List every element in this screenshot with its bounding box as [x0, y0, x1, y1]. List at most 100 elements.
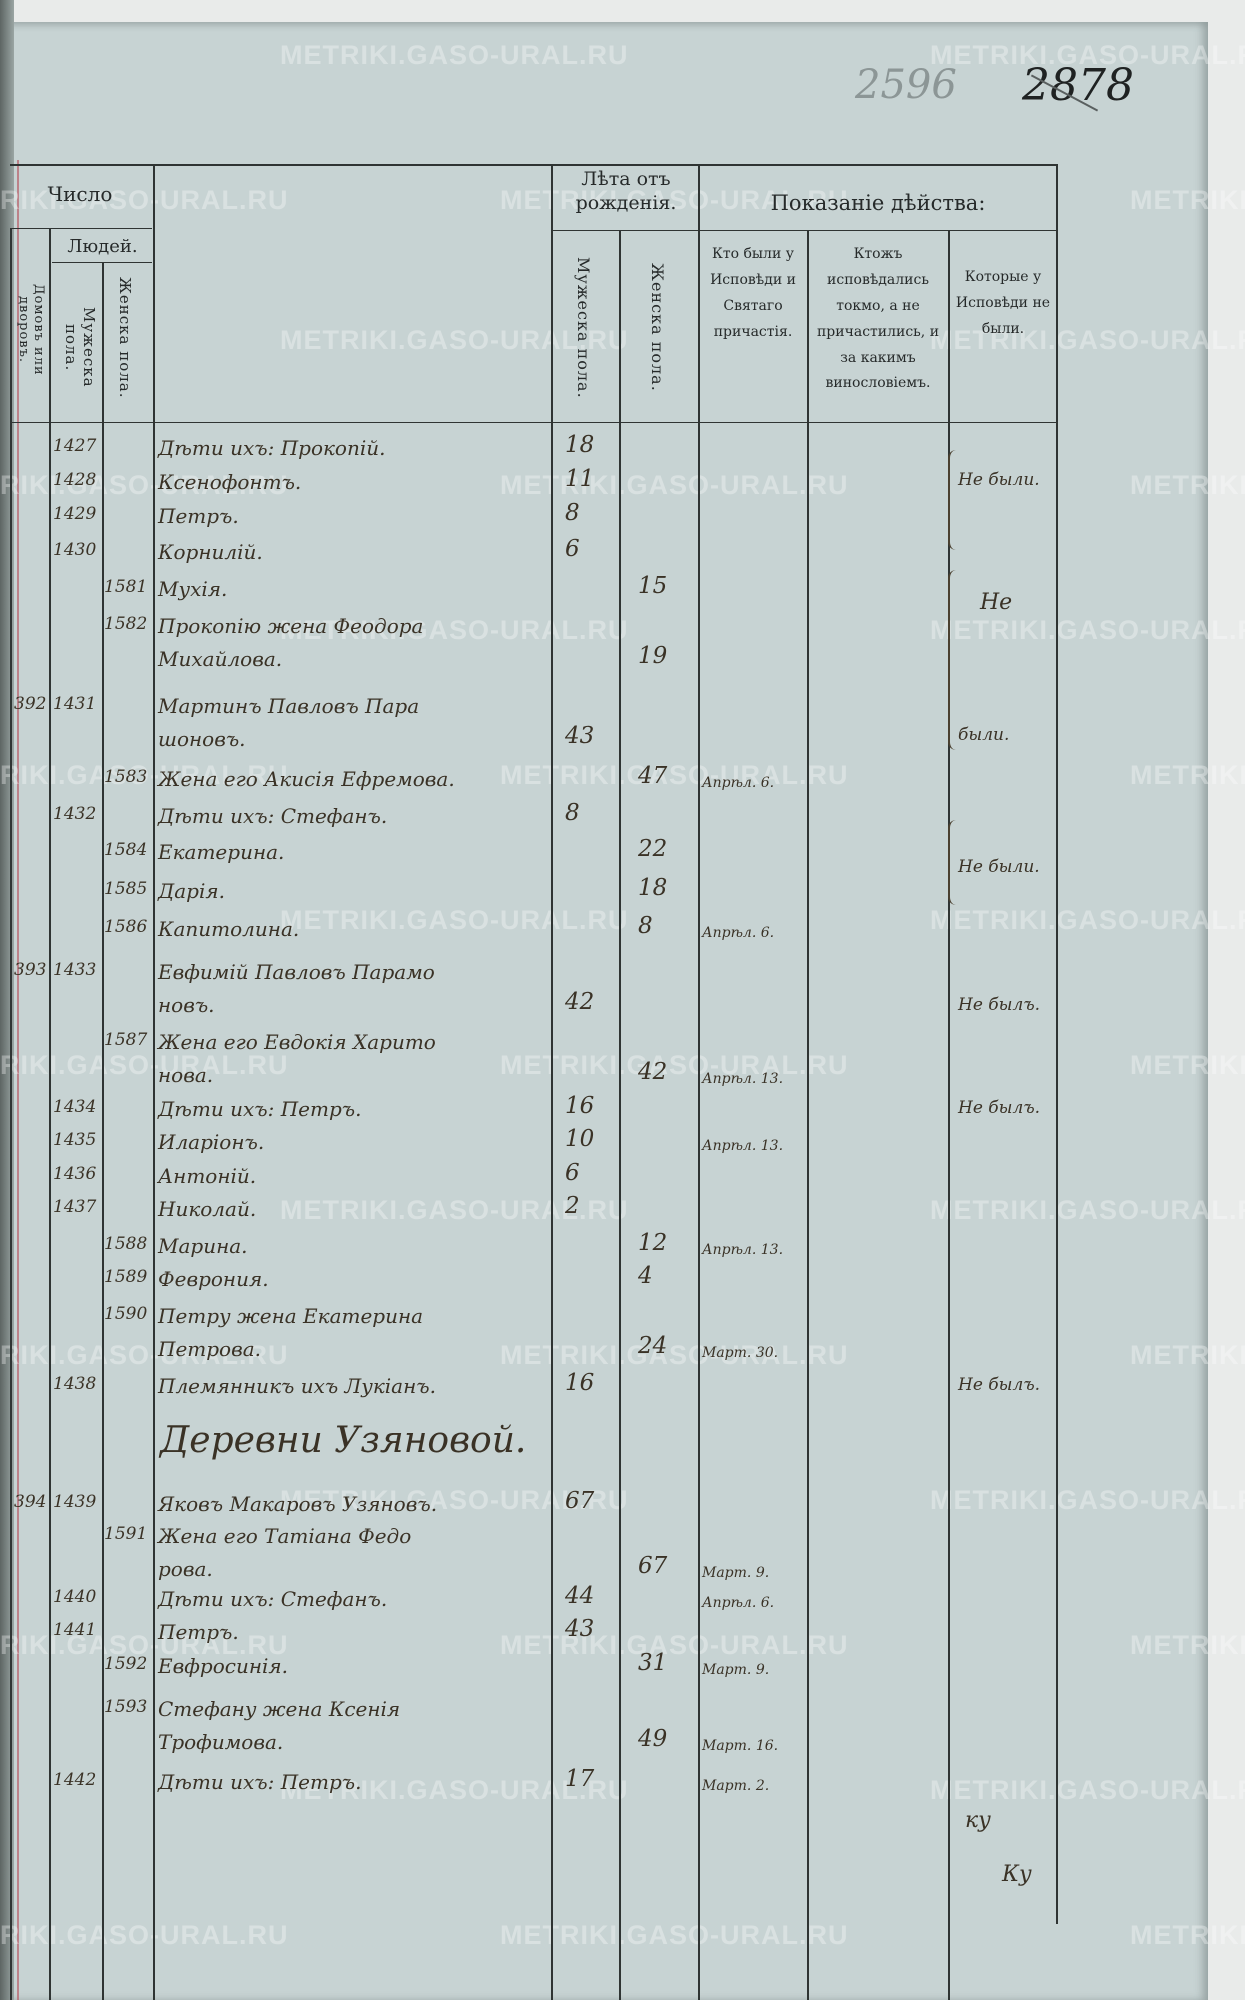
female-age: 49 [638, 1726, 668, 1752]
confession-date: Апрѣл. 6. [702, 1595, 775, 1611]
column-rule [948, 230, 950, 2000]
column-rule [153, 164, 155, 2000]
section-heading: Деревни Узяновой. [160, 1420, 527, 1461]
entry-name: Капитолина. [158, 917, 300, 941]
entry-name: Мухiя. [158, 577, 228, 601]
bottom-mark: Ку [1002, 1862, 1032, 1887]
male-number: 1436 [53, 1164, 97, 1184]
male-age: 67 [565, 1488, 595, 1514]
female-number: 1589 [104, 1267, 148, 1287]
entry-name: Марина. [158, 1234, 248, 1258]
entry-name: Дѣти ихъ: Петръ. [158, 1097, 362, 1121]
entry-name: Корнилiй. [158, 540, 263, 564]
female-number: 1588 [104, 1234, 148, 1254]
entry-name: Стефану жена Ксенiя [158, 1697, 401, 1721]
header-confessed: Кто были у Исповѣди и Святаго причастія. [710, 246, 796, 340]
male-number: 1440 [53, 1587, 97, 1607]
entry-name: рова. [158, 1557, 213, 1581]
header-lyudey: Людей. [67, 236, 138, 257]
confession-date: Март. 9. [702, 1662, 770, 1678]
page-number-struck: 2878 [1022, 60, 1134, 111]
confession-date: Март. 30. [702, 1345, 779, 1361]
confession-date: Апрѣл. 13. [702, 1071, 784, 1087]
header-chislo: Число [47, 182, 113, 206]
header-rule [12, 228, 152, 229]
page-number-pencil: 2596 [855, 62, 957, 108]
table-top-rule [10, 164, 1058, 166]
entry-name: Евфросинiя. [158, 1654, 288, 1678]
entry-name: Прокопiю жена Феодора [158, 614, 424, 638]
column-rule [619, 230, 621, 2000]
entry-name: Жена его Акисiя Ефремова. [158, 767, 455, 791]
female-number: 1592 [104, 1654, 148, 1674]
female-age: 18 [638, 875, 668, 901]
confession-date: Апрѣл. 6. [702, 925, 775, 941]
male-age: 43 [565, 1616, 595, 1642]
female-number: 1582 [104, 614, 148, 634]
male-number: 1431 [53, 694, 97, 714]
male-age: 10 [565, 1126, 595, 1152]
entry-name: Жена его Татiана Федо [158, 1524, 412, 1548]
male-age: 42 [565, 989, 595, 1015]
entry-name: новъ. [158, 993, 215, 1017]
entry-name: Племянникъ ихъ Лукiанъ. [158, 1374, 436, 1398]
entry-name: Дѣти ихъ: Стефанъ. [158, 804, 388, 828]
header-male-number: Мужеска пола. [62, 307, 98, 388]
absent-note: Не былъ. [958, 1098, 1041, 1118]
absent-note: были. [958, 725, 1010, 745]
entry-name: Мартинъ Павловъ Пара [158, 694, 420, 718]
female-age: 47 [638, 763, 668, 789]
male-number: 1434 [53, 1097, 97, 1117]
entry-name: Петру жена Екатерина [158, 1304, 424, 1328]
male-number: 1428 [53, 470, 97, 490]
male-age: 2 [565, 1193, 580, 1219]
female-age: 12 [638, 1230, 668, 1256]
entry-name: Екатерина. [158, 840, 285, 864]
male-age: 8 [565, 500, 580, 526]
absent-note: Не былъ. [958, 1375, 1041, 1395]
female-number: 1590 [104, 1304, 148, 1324]
column-rule [698, 164, 700, 2000]
entry-name: Дѣти ихъ: Стефанъ. [158, 1587, 388, 1611]
entry-name: Дѣти ихъ: Прокопiй. [158, 436, 386, 460]
absent-note: Не [980, 590, 1013, 615]
entry-name: Дарiя. [158, 879, 225, 903]
entry-name: Яковъ Макаровъ Узяновъ. [158, 1492, 438, 1516]
entry-name: Трофимова. [158, 1730, 284, 1754]
column-rule [10, 228, 12, 2000]
female-age: 19 [638, 643, 668, 669]
entry-name: Михайлова. [158, 647, 283, 671]
male-number: 1435 [53, 1130, 97, 1150]
male-age: 17 [565, 1766, 595, 1792]
brace [948, 450, 958, 550]
male-age: 16 [565, 1370, 595, 1396]
household-number: 393 [14, 960, 47, 980]
column-rule [1056, 164, 1058, 1924]
entry-name: Петрова. [158, 1337, 262, 1361]
female-age: 22 [638, 836, 668, 862]
male-number: 1430 [53, 540, 97, 560]
household-number: 392 [14, 694, 47, 714]
male-number: 1432 [53, 804, 97, 824]
header-age-male: Мужеска пола. [574, 256, 593, 399]
female-age: 24 [638, 1333, 668, 1359]
household-number: 394 [14, 1492, 47, 1512]
female-age: 4 [638, 1263, 653, 1289]
header-age: Лѣта отъ рожденія. [575, 168, 677, 214]
male-number: 1437 [53, 1197, 97, 1217]
female-number: 1581 [104, 577, 148, 597]
male-age: 6 [565, 1160, 580, 1186]
absent-note: Не были. [958, 470, 1040, 490]
female-number: 1591 [104, 1524, 148, 1544]
confession-date: Апрѣл. 13. [702, 1242, 784, 1258]
margin-line [17, 160, 19, 2000]
header-households: Домовъ или дворовъ. [16, 284, 46, 376]
entry-name: нова. [158, 1063, 214, 1087]
female-number: 1583 [104, 767, 148, 787]
entry-name: Ксенофонтъ. [158, 470, 302, 494]
male-number: 1439 [53, 1492, 97, 1512]
female-number: 1593 [104, 1697, 148, 1717]
female-age: 67 [638, 1553, 668, 1579]
male-age: 43 [565, 723, 595, 749]
header-not-communed: Ктожъ исповѣдались токмо, а не причастил… [816, 246, 940, 392]
